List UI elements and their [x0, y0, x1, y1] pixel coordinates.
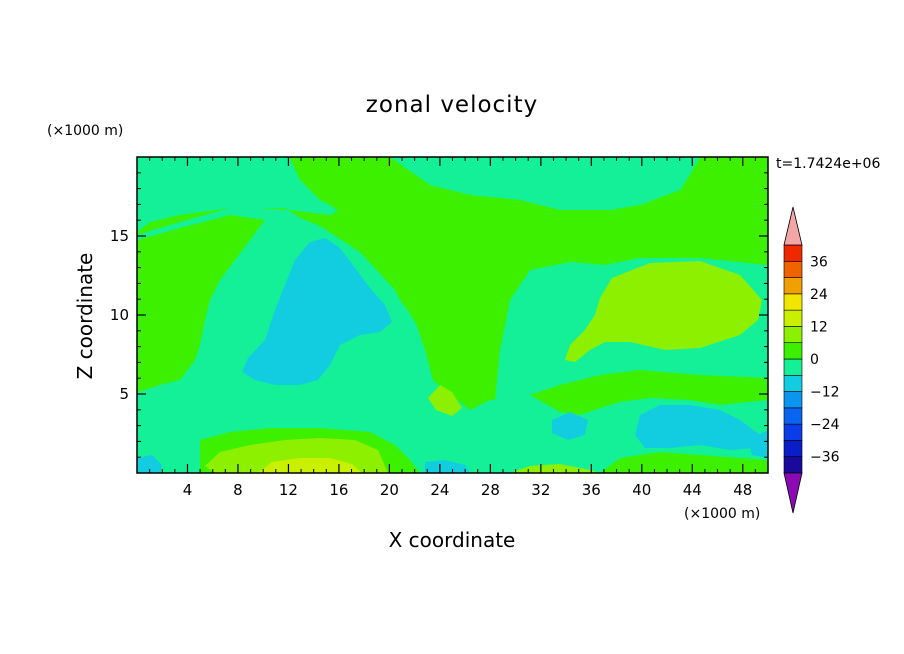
colorbar-bin — [783, 423, 803, 441]
x-tick-label: 16 — [329, 481, 348, 499]
time-label: t=1.7424e+06 — [776, 156, 880, 172]
x-tick-label: 24 — [430, 481, 449, 499]
x-tick-label: 28 — [481, 481, 500, 499]
x-tick-label: 36 — [582, 481, 601, 499]
region-12-18-small-center — [428, 385, 462, 416]
region-neg6-0-bottom-left — [137, 455, 162, 473]
colorbar-over-triangle — [783, 206, 803, 246]
colorbar-tick-label: −24 — [810, 417, 840, 433]
y-tick-label: 10 — [110, 306, 129, 324]
colorbar-bin — [783, 260, 803, 278]
colorbar-bin — [783, 391, 803, 409]
region-neg6-0-center — [242, 238, 392, 385]
region-6-12-left — [137, 215, 265, 392]
y-tick-label: 15 — [110, 227, 129, 245]
colorbar-tick-label: 24 — [810, 287, 828, 303]
x-tick-label: 4 — [183, 481, 193, 499]
region-6-12-upper-center — [290, 157, 495, 410]
colorbar-bin — [783, 456, 803, 474]
x-tick-label: 12 — [279, 481, 298, 499]
contour-field — [137, 157, 768, 473]
colorbar-bin — [783, 440, 803, 458]
colorbar-bin — [783, 326, 803, 344]
region-12-18-right-blob — [565, 261, 762, 362]
x-axis-label: X coordinate — [389, 528, 516, 552]
y-axis-ticks: 5 10 15 — [110, 172, 768, 458]
region-neg6-0-far-right — [748, 430, 768, 458]
x-axis-ticks: 4 8 12 16 20 24 28 32 36 40 44 48 — [149, 157, 756, 499]
x-tick-label: 32 — [531, 481, 550, 499]
colorbar-bin — [783, 374, 803, 392]
region-12-18-bottom-right — [510, 464, 600, 473]
colorbar-tick-label: 12 — [810, 319, 828, 335]
y-unit-label: (×1000 m) — [47, 123, 123, 139]
colorbar-tick-label: 0 — [810, 352, 819, 368]
chart-title: zonal velocity — [366, 92, 538, 118]
x-tick-label: 20 — [380, 481, 399, 499]
colorbar-under-triangle — [783, 472, 803, 514]
colorbar-bin — [783, 244, 803, 262]
colorbar-tick-label: −12 — [810, 385, 840, 401]
colorbar-bin — [783, 277, 803, 295]
region-6-12-middle-right — [530, 370, 768, 415]
x-tick-label: 8 — [233, 481, 243, 499]
region-6-12-main — [137, 157, 768, 400]
colorbar-bin — [783, 358, 803, 376]
x-tick-label: 44 — [683, 481, 702, 499]
y-tick-label: 5 — [119, 385, 129, 403]
colorbar-bin — [783, 309, 803, 327]
x-tick-label: 40 — [632, 481, 651, 499]
region-18-24-bottom — [258, 458, 362, 473]
colorbar-bin — [783, 342, 803, 360]
colorbar: 36 24 12 0 −12 −24 −36 — [783, 206, 840, 514]
region-neg6-0-right — [635, 405, 760, 450]
colorbar-bin — [783, 293, 803, 311]
x-unit-label: (×1000 m) — [684, 506, 760, 522]
colorbar-bin — [783, 407, 803, 425]
region-neg6-0-bottom-mid — [425, 460, 470, 473]
colorbar-tick-label: −36 — [810, 450, 840, 466]
colorbar-tick-label: 36 — [810, 254, 828, 270]
region-neg6-0-small-right — [552, 412, 588, 440]
x-tick-label: 48 — [733, 481, 752, 499]
y-axis-label: Z coordinate — [73, 253, 97, 380]
